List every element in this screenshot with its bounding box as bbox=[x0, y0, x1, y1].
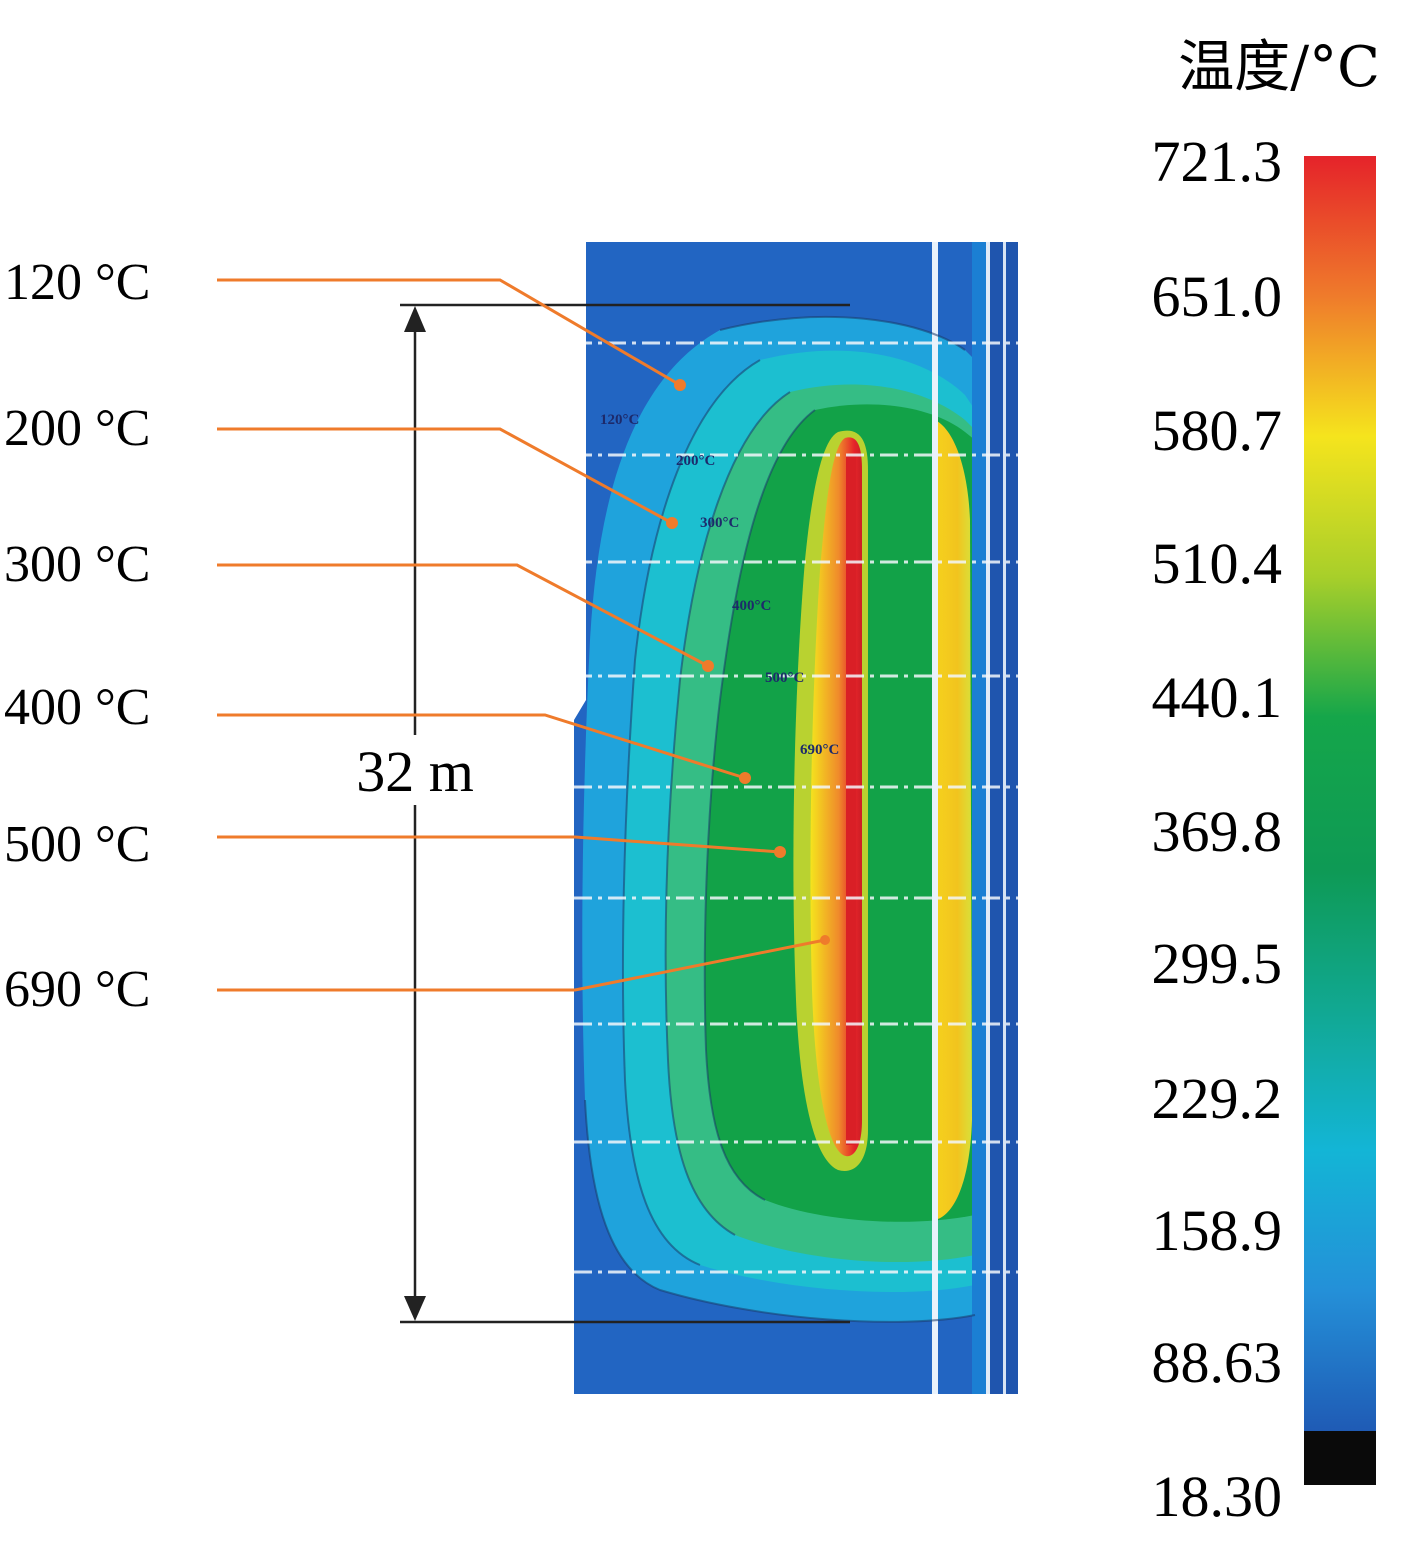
isotherm-label-200: 200 °C bbox=[4, 400, 151, 457]
leader-line-400 bbox=[217, 713, 746, 780]
isotherm-label-120: 120 °C bbox=[4, 254, 151, 311]
dimension-label: 32 m bbox=[356, 739, 474, 804]
contour-label-300: 300°C bbox=[700, 515, 739, 531]
colorbar-tick-5: 369.8 bbox=[1151, 799, 1283, 864]
leader-endpoints bbox=[666, 379, 830, 945]
colorbar-tick-10: 18.30 bbox=[1151, 1464, 1283, 1529]
isotherm-label-500: 500 °C bbox=[4, 816, 151, 873]
colorbar-tick-2: 580.7 bbox=[1151, 398, 1283, 463]
isotherm-label-690: 690 °C bbox=[4, 961, 151, 1018]
leader-lines bbox=[217, 278, 826, 992]
contour-label-400: 400°C bbox=[732, 598, 771, 614]
colorbar-tick-9: 88.63 bbox=[1151, 1330, 1283, 1395]
colorbar-tick-0: 721.3 bbox=[1151, 129, 1283, 194]
temperature-field-panel: 120°C 200°C 300°C 400°C 500°C 690°C bbox=[574, 242, 1018, 1394]
colorbar-below-range bbox=[1304, 1431, 1376, 1485]
colorbar-tick-3: 510.4 bbox=[1151, 531, 1283, 596]
dimension-arrow-down bbox=[404, 1296, 426, 1321]
right-hot-strip bbox=[935, 420, 972, 1220]
leader-line-300 bbox=[217, 563, 709, 668]
contour-lines bbox=[584, 315, 976, 1323]
dimension-indicator bbox=[400, 303, 850, 1324]
leader-line-500 bbox=[217, 835, 781, 854]
colorbar-tick-6: 299.5 bbox=[1151, 931, 1283, 996]
contour-label-200: 200°C bbox=[676, 453, 715, 469]
contour-label-690: 690°C bbox=[800, 742, 839, 758]
leader-line-690 bbox=[217, 938, 826, 992]
colorbar-tick-1: 651.0 bbox=[1151, 264, 1283, 329]
isotherm-label-300: 300 °C bbox=[4, 536, 151, 593]
isotherm-label-400: 400 °C bbox=[4, 679, 151, 736]
leader-line-120 bbox=[217, 278, 681, 387]
colorbar-tick-7: 229.2 bbox=[1151, 1066, 1283, 1131]
leader-line-200 bbox=[217, 427, 673, 525]
dimension-arrow-up bbox=[404, 306, 426, 332]
colorbar-gradient bbox=[1304, 156, 1376, 1431]
colorbar-tick-4: 440.1 bbox=[1151, 665, 1283, 730]
contour-label-120: 120°C bbox=[600, 412, 639, 428]
colorbar-title: 温度/°C bbox=[1178, 35, 1380, 100]
contour-value-labels: 120°C 200°C 300°C 400°C 500°C 690°C bbox=[600, 412, 839, 758]
contour-label-500: 500°C bbox=[765, 670, 804, 686]
grid-lines bbox=[574, 341, 1018, 1274]
colorbar-tick-8: 158.9 bbox=[1151, 1198, 1283, 1263]
